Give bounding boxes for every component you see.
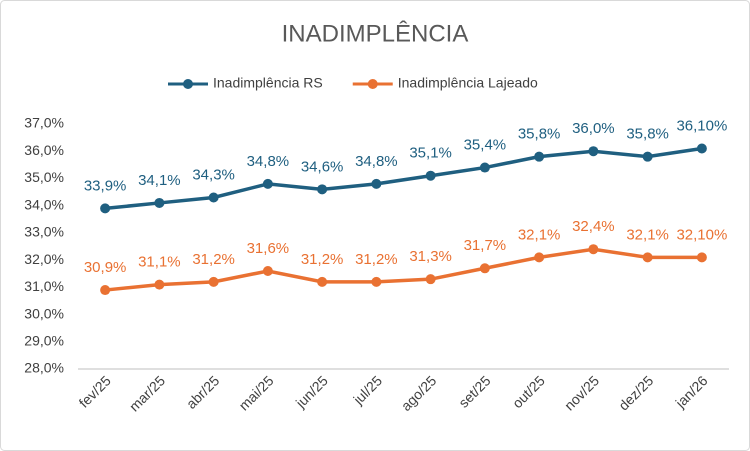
- value-label: 34,3%: [192, 166, 235, 183]
- value-label: 34,8%: [247, 153, 290, 170]
- y-tick-label: 31,0%: [24, 278, 64, 294]
- point: [534, 252, 545, 263]
- value-label: 32,10%: [676, 226, 727, 243]
- value-label: 32,1%: [518, 226, 561, 243]
- value-label: 34,8%: [355, 153, 398, 170]
- y-tick-label: 29,0%: [24, 332, 64, 348]
- value-label: 36,10%: [676, 117, 727, 134]
- legend-marker: [367, 79, 378, 89]
- value-label: 35,8%: [626, 126, 669, 143]
- y-tick-label: 35,0%: [24, 169, 64, 185]
- series-line: [104, 247, 702, 292]
- point: [154, 197, 165, 208]
- point: [262, 266, 273, 276]
- point: [208, 276, 219, 287]
- point: [371, 178, 382, 189]
- y-tick-label: 28,0%: [24, 360, 64, 376]
- point: [696, 143, 707, 154]
- point: [588, 244, 599, 255]
- point: [642, 252, 653, 263]
- value-label: 35,1%: [409, 145, 452, 162]
- y-tick-label: 30,0%: [24, 305, 64, 321]
- point: [208, 192, 219, 203]
- value-label: 34,6%: [301, 158, 344, 175]
- point: [425, 274, 436, 285]
- y-tick-label: 37,0%: [24, 115, 64, 131]
- value-label: 31,3%: [409, 248, 452, 265]
- value-label: 31,1%: [138, 254, 181, 271]
- point: [425, 170, 436, 181]
- value-label: 31,7%: [464, 237, 507, 254]
- y-tick-label: 36,0%: [24, 142, 64, 158]
- point: [479, 263, 490, 274]
- point: [100, 203, 111, 214]
- point: [100, 285, 111, 296]
- point: [588, 146, 599, 157]
- value-label: 32,1%: [626, 226, 669, 243]
- legend-label: Inadimplência RS: [213, 75, 323, 91]
- value-label: 31,6%: [247, 240, 290, 257]
- value-label: 35,8%: [518, 126, 561, 143]
- chart-title: INADIMPLÊNCIA: [282, 20, 469, 47]
- value-label: 30,9%: [84, 259, 127, 276]
- point: [154, 279, 165, 290]
- value-label: 31,2%: [192, 251, 235, 268]
- value-label: 36,0%: [572, 120, 615, 137]
- legend-label: Inadimplência Lajeado: [398, 75, 538, 91]
- point: [696, 252, 707, 263]
- value-label: 35,4%: [464, 137, 507, 154]
- point: [317, 184, 328, 195]
- y-tick-label: 32,0%: [24, 251, 64, 267]
- series-line: [104, 146, 703, 211]
- point: [262, 178, 273, 189]
- y-tick-label: 33,0%: [24, 224, 64, 240]
- y-tick-label: 34,0%: [24, 196, 64, 212]
- point: [371, 276, 382, 287]
- point: [317, 276, 328, 287]
- value-label: 34,1%: [138, 172, 181, 189]
- value-label: 33,9%: [84, 177, 127, 194]
- point: [479, 162, 490, 173]
- point: [642, 151, 653, 162]
- value-label: 32,4%: [572, 218, 615, 235]
- value-label: 31,2%: [355, 251, 398, 268]
- value-label: 31,2%: [301, 251, 344, 268]
- legend-marker: [183, 79, 193, 89]
- point: [534, 151, 545, 162]
